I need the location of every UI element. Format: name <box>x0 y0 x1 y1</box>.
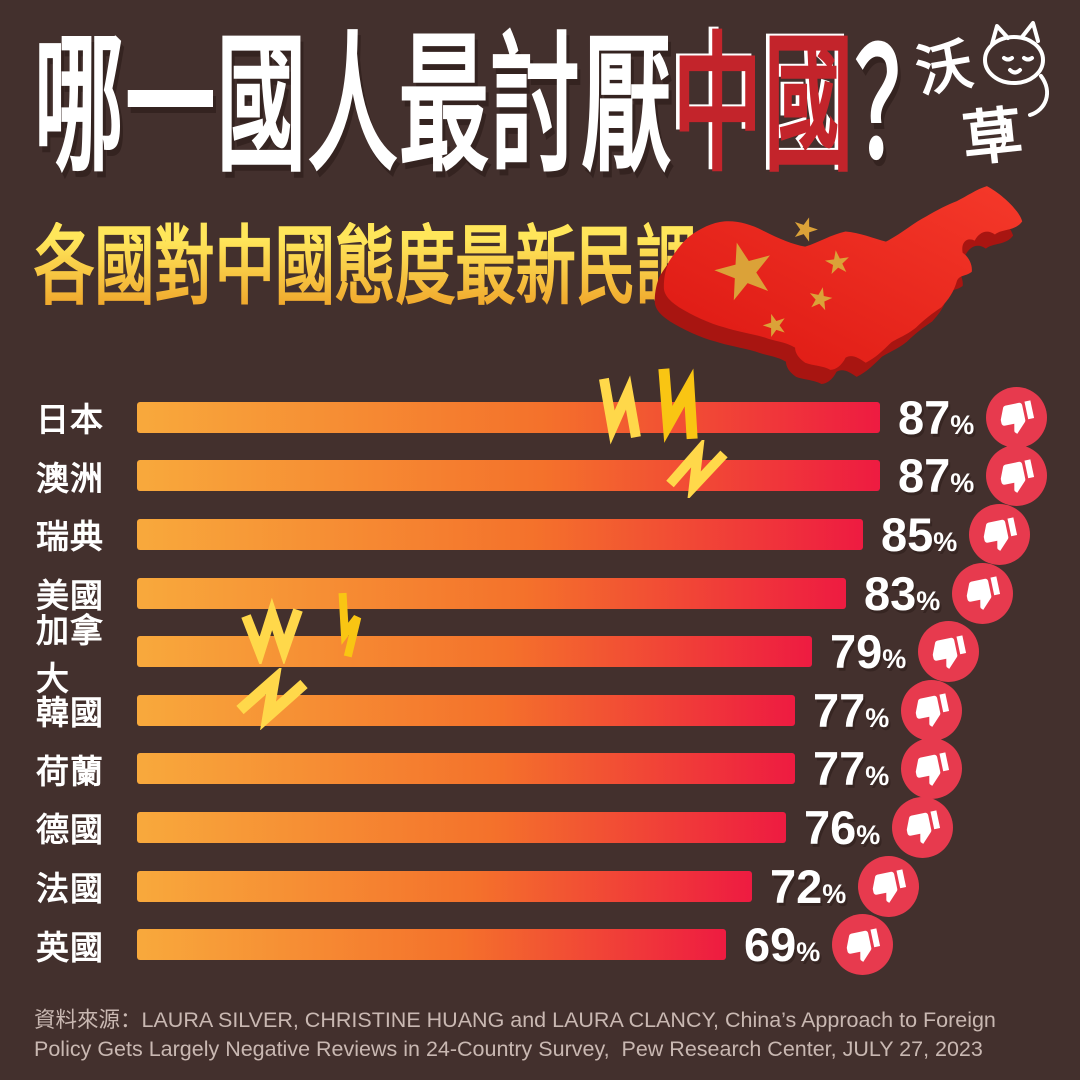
thumbs-down-badge <box>918 621 980 683</box>
thumbs-down-badge <box>986 445 1048 507</box>
thumbs-down-icon <box>846 928 880 962</box>
percent-label: 77% <box>813 741 889 796</box>
percent-value: 83 <box>864 566 917 620</box>
thumbs-down-icon <box>966 576 1000 610</box>
thumbs-down-icon <box>1000 459 1034 493</box>
percent-label: 69% <box>744 917 820 972</box>
bar <box>137 811 786 843</box>
percent-value: 77 <box>813 683 866 737</box>
thumbs-down-icon <box>906 810 940 845</box>
thumbs-down-icon <box>915 693 949 728</box>
bar <box>137 870 752 902</box>
country-label: 荷蘭 <box>36 752 104 790</box>
percent-sign: % <box>950 468 975 499</box>
percent-label: 85% <box>881 507 957 562</box>
bar <box>137 636 812 668</box>
title-highlight: 中國 <box>672 21 855 189</box>
thumbs-down-badge <box>986 386 1048 448</box>
thumbs-down-badge <box>901 738 963 800</box>
chart-row: 澳洲 87% <box>36 445 1048 507</box>
percent-sign: % <box>933 526 958 557</box>
chart-row: 韓國 77% <box>36 679 1046 741</box>
bar <box>137 929 726 961</box>
map-top-face <box>663 186 1023 370</box>
bar <box>137 753 795 785</box>
watchout-logo: 沃 草 <box>911 21 1050 174</box>
chart-row: 加拿大 79% <box>36 612 1046 697</box>
bar <box>137 518 863 550</box>
percent-value: 85 <box>881 507 934 561</box>
percent-value: 87 <box>898 449 951 503</box>
thumbs-down-badge <box>832 914 894 976</box>
title-prefix: 哪一國人最討厭 <box>34 21 673 189</box>
thumbs-down-badge <box>969 503 1031 565</box>
chart-row: 荷蘭 77% <box>36 738 1046 800</box>
bar <box>137 577 846 609</box>
percent-value: 77 <box>813 742 866 796</box>
percent-value: 87 <box>898 390 951 444</box>
bar <box>137 401 880 433</box>
country-label: 德國 <box>36 811 104 849</box>
percent-label: 72% <box>770 859 846 914</box>
thumbs-down-icon <box>915 752 949 786</box>
bar <box>137 694 795 726</box>
page-subtitle: 各國對中國態度最新民調 <box>34 219 697 315</box>
percent-sign: % <box>822 878 847 909</box>
percent-label: 83% <box>864 566 940 621</box>
percent-sign: % <box>856 819 881 850</box>
logo-char-2: 草 <box>959 101 1026 174</box>
percent-sign: % <box>865 761 890 792</box>
percent-sign: % <box>916 585 941 616</box>
percent-label: 87% <box>898 390 974 445</box>
chart-row: 美國 83% <box>36 562 1046 624</box>
china-map-illustration <box>654 186 1023 384</box>
title-question-mark: ？ <box>854 21 947 189</box>
thumbs-down-icon <box>983 517 1017 552</box>
country-label: 美國 <box>36 577 104 615</box>
thumbs-down-badge <box>901 679 963 741</box>
percent-label: 79% <box>830 624 906 679</box>
percent-value: 72 <box>770 859 823 913</box>
country-label: 加拿大 <box>36 611 104 697</box>
thumbs-down-icon <box>932 635 966 669</box>
percent-label: 87% <box>898 448 974 503</box>
chart-row: 英國 69% <box>36 914 1046 976</box>
country-label: 日本 <box>36 401 104 439</box>
cat-doodle-icon <box>983 21 1050 150</box>
country-label: 英國 <box>36 928 104 966</box>
thumbs-down-badge <box>952 562 1014 624</box>
percent-sign: % <box>865 702 890 733</box>
percent-label: 77% <box>813 683 889 738</box>
country-label: 澳洲 <box>36 459 104 497</box>
chart-row: 瑞典 85% <box>36 503 1046 565</box>
percent-value: 79 <box>830 625 883 679</box>
percent-value: 76 <box>804 800 857 854</box>
thumbs-down-icon <box>872 869 906 903</box>
source-credit: 資料來源：LAURA SILVER, CHRISTINE HUANG and L… <box>34 1008 1002 1062</box>
chart-row: 日本 87% <box>36 386 1048 448</box>
thumbs-down-icon <box>1000 400 1034 435</box>
chart-row: 法國 72% <box>36 855 1046 917</box>
country-label: 韓國 <box>36 694 104 732</box>
logo-char-1: 沃 <box>911 32 977 104</box>
percent-sign: % <box>950 409 975 440</box>
chart-rows: 日本 87% 澳洲 87% 瑞典 85% 美國 83% <box>36 386 1048 976</box>
country-label: 法國 <box>36 870 104 908</box>
chart-row: 德國 76% <box>36 796 1046 858</box>
page-title: 哪一國人最討厭中國？ <box>34 30 946 180</box>
thumbs-down-badge <box>858 855 920 917</box>
bar <box>137 460 880 492</box>
percent-sign: % <box>882 644 907 675</box>
thumbs-down-badge <box>892 796 954 858</box>
percent-value: 69 <box>744 918 797 972</box>
logo-text: 沃 草 <box>911 32 1026 174</box>
percent-sign: % <box>796 937 821 968</box>
country-label: 瑞典 <box>36 518 104 556</box>
percent-label: 76% <box>804 800 880 855</box>
